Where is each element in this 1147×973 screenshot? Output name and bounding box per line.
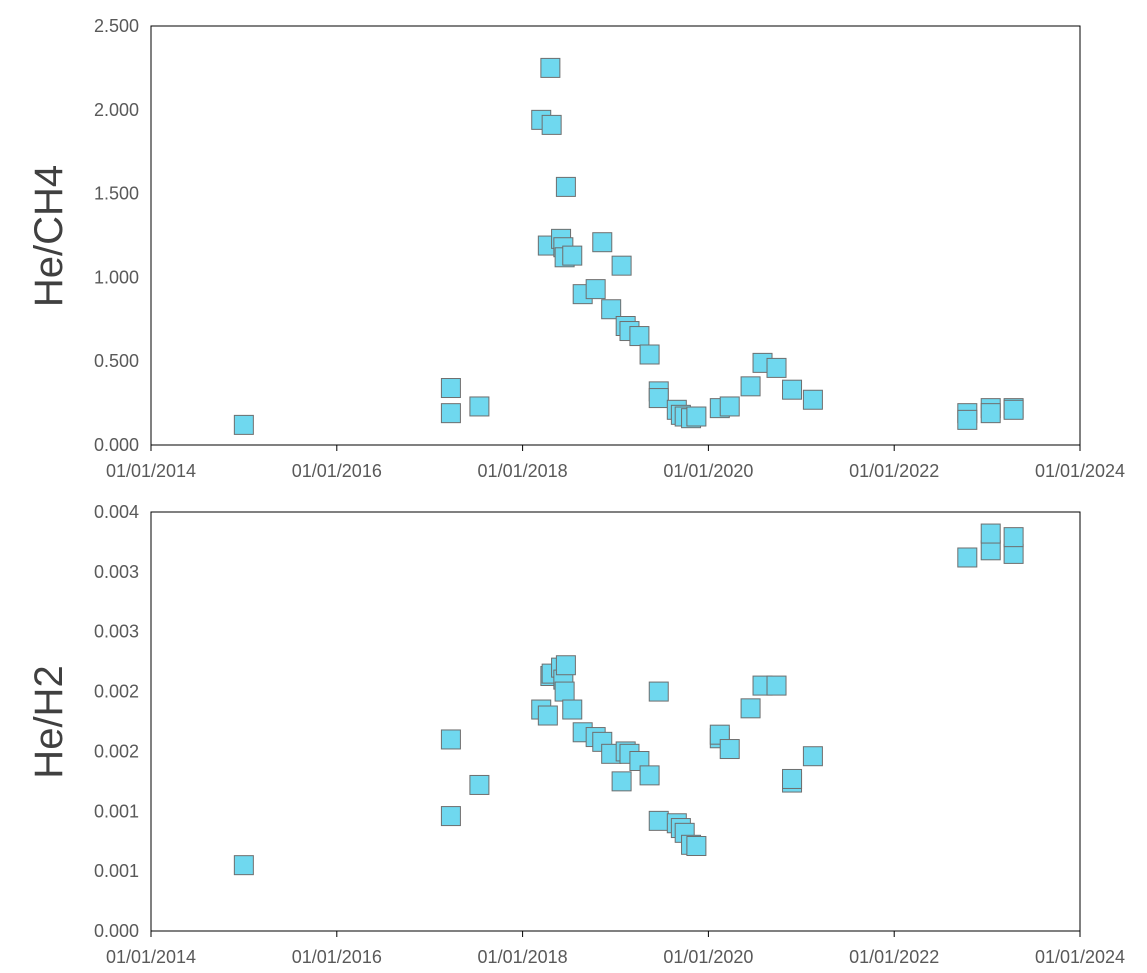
x-tick-label: 01/01/2022 bbox=[849, 947, 939, 967]
data-point bbox=[1003, 399, 1024, 420]
data-point bbox=[440, 806, 461, 827]
data-point bbox=[554, 681, 575, 702]
data-point bbox=[562, 699, 583, 720]
x-tick-label: 01/01/2016 bbox=[292, 461, 382, 481]
y-tick-label: 0.001 bbox=[94, 801, 139, 821]
data-point bbox=[802, 746, 823, 767]
x-tick-label: 01/01/2020 bbox=[663, 947, 753, 967]
data-point bbox=[592, 232, 613, 253]
data-point bbox=[555, 655, 576, 676]
x-tick-label: 01/01/2014 bbox=[106, 947, 196, 967]
data-point bbox=[440, 403, 461, 424]
data-point bbox=[233, 414, 254, 435]
data-point bbox=[686, 836, 707, 857]
data-point bbox=[585, 279, 606, 300]
data-point bbox=[611, 771, 632, 792]
data-point bbox=[740, 698, 761, 719]
data-point bbox=[639, 765, 660, 786]
y-axis-label: He/H2 bbox=[27, 665, 71, 778]
x-tick-label: 01/01/2022 bbox=[849, 461, 939, 481]
y-axis-label: He/CH4 bbox=[27, 165, 71, 307]
data-point bbox=[957, 409, 978, 430]
x-tick-label: 01/01/2018 bbox=[478, 461, 568, 481]
x-tick-marks bbox=[150, 445, 1081, 451]
data-point bbox=[440, 378, 461, 399]
x-tick-label: 01/01/2014 bbox=[106, 461, 196, 481]
data-point bbox=[555, 176, 576, 197]
x-tick-label: 01/01/2016 bbox=[292, 947, 382, 967]
y-tick-label: 0.001 bbox=[94, 861, 139, 881]
y-tick-labels: 0.000 0.001 0.001 0.002 0.002 0.003 0.003 0.004 bbox=[94, 502, 139, 941]
data-point bbox=[469, 774, 490, 795]
data-point bbox=[719, 739, 740, 760]
data-point bbox=[782, 379, 803, 400]
plot-area-frame bbox=[150, 511, 1081, 932]
data-points bbox=[233, 523, 1024, 876]
data-point bbox=[648, 681, 669, 702]
data-point bbox=[686, 406, 707, 427]
y-tick-labels: 0.000 0.500 1.000 1.500 2.000 2.500 bbox=[94, 16, 139, 455]
data-point bbox=[537, 705, 558, 726]
data-point bbox=[440, 729, 461, 750]
data-point bbox=[648, 810, 669, 831]
y-tick-label: 0.002 bbox=[94, 682, 139, 702]
data-points bbox=[233, 57, 1024, 435]
y-tick-label: 1.000 bbox=[94, 267, 139, 287]
data-point bbox=[540, 57, 561, 78]
y-tick-label: 0.004 bbox=[94, 502, 139, 522]
data-point bbox=[629, 326, 650, 347]
x-tick-label: 01/01/2024 bbox=[1035, 461, 1125, 481]
data-point bbox=[980, 523, 1001, 544]
x-tick-labels: 01/01/2014 01/01/2016 01/01/2018 01/01/2020… bbox=[106, 947, 1125, 967]
data-point bbox=[648, 388, 669, 409]
data-point bbox=[639, 344, 660, 365]
data-point bbox=[601, 299, 622, 320]
he-h2-chart-panel: He/H2 0.0000.0010.0010.0020.0020.0030.00… bbox=[27, 502, 1125, 967]
data-point bbox=[719, 396, 740, 417]
data-point bbox=[782, 768, 803, 789]
data-point bbox=[740, 376, 761, 397]
data-point bbox=[562, 245, 583, 266]
x-tick-label: 01/01/2024 bbox=[1035, 947, 1125, 967]
y-tick-label: 2.000 bbox=[94, 100, 139, 120]
y-tick-label: 0.000 bbox=[94, 921, 139, 941]
data-point bbox=[541, 114, 562, 135]
data-point bbox=[766, 675, 787, 696]
y-tick-label: 0.002 bbox=[94, 741, 139, 761]
data-point bbox=[980, 403, 1001, 424]
data-point bbox=[766, 357, 787, 378]
data-point bbox=[469, 396, 490, 417]
he-ch4-chart-panel: He/CH4 0.000 0.500 1.000 1.500 2.000 2.500 01… bbox=[27, 16, 1125, 481]
x-tick-label: 01/01/2018 bbox=[478, 947, 568, 967]
y-tick-label: 2.500 bbox=[94, 16, 139, 36]
y-tick-label: 0.000 bbox=[94, 435, 139, 455]
data-point bbox=[611, 255, 632, 276]
data-point bbox=[1003, 543, 1024, 564]
x-tick-labels: 01/01/2014 01/01/2016 01/01/2018 01/01/2020… bbox=[106, 461, 1125, 481]
x-tick-marks bbox=[150, 931, 1081, 937]
data-point bbox=[980, 540, 1001, 561]
data-point bbox=[802, 389, 823, 410]
y-tick-label: 0.003 bbox=[94, 562, 139, 582]
plot-area-frame bbox=[150, 25, 1081, 446]
data-point bbox=[957, 547, 978, 568]
y-tick-label: 0.003 bbox=[94, 622, 139, 642]
data-point bbox=[1003, 527, 1024, 548]
y-tick-label: 0.500 bbox=[94, 351, 139, 371]
x-tick-label: 01/01/2020 bbox=[663, 461, 753, 481]
data-point bbox=[233, 855, 254, 876]
y-tick-label: 1.500 bbox=[94, 184, 139, 204]
